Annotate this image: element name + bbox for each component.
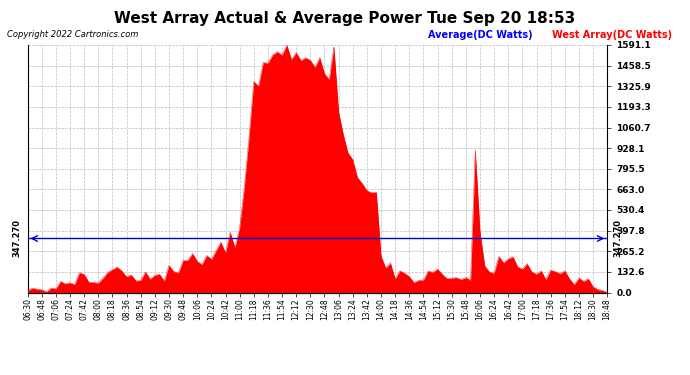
Text: Copyright 2022 Cartronics.com: Copyright 2022 Cartronics.com bbox=[7, 30, 138, 39]
Text: West Array Actual & Average Power Tue Sep 20 18:53: West Array Actual & Average Power Tue Se… bbox=[115, 11, 575, 26]
Text: 347.270: 347.270 bbox=[613, 219, 622, 258]
Text: Average(DC Watts): Average(DC Watts) bbox=[428, 30, 533, 40]
Text: 347.270: 347.270 bbox=[13, 219, 22, 258]
Text: West Array(DC Watts): West Array(DC Watts) bbox=[552, 30, 672, 40]
